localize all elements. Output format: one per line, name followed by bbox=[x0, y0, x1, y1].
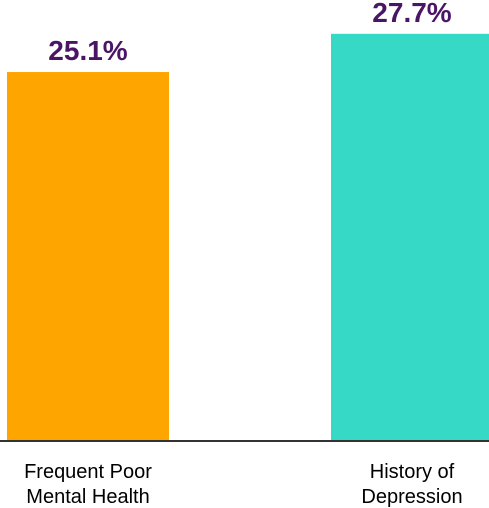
bar-2 bbox=[331, 33, 489, 442]
category-label-1-line-1: Frequent Poor bbox=[24, 461, 152, 483]
category-labels-group: Frequent Poor Mental Health History of Depr… bbox=[24, 461, 463, 508]
bar-1 bbox=[7, 72, 169, 441]
bars-group bbox=[7, 33, 489, 442]
category-label-2-line-2: Depression bbox=[361, 486, 462, 508]
category-label-2: History of Depression bbox=[361, 461, 462, 508]
category-label-2-line-1: History of bbox=[370, 461, 455, 483]
value-label-1: 25.1% bbox=[48, 35, 127, 66]
category-label-1: Frequent Poor Mental Health bbox=[24, 461, 152, 508]
category-label-1-line-2: Mental Health bbox=[26, 486, 149, 508]
value-label-2: 27.7% bbox=[372, 0, 451, 28]
value-labels-group: 25.1% 27.7% bbox=[48, 0, 451, 66]
